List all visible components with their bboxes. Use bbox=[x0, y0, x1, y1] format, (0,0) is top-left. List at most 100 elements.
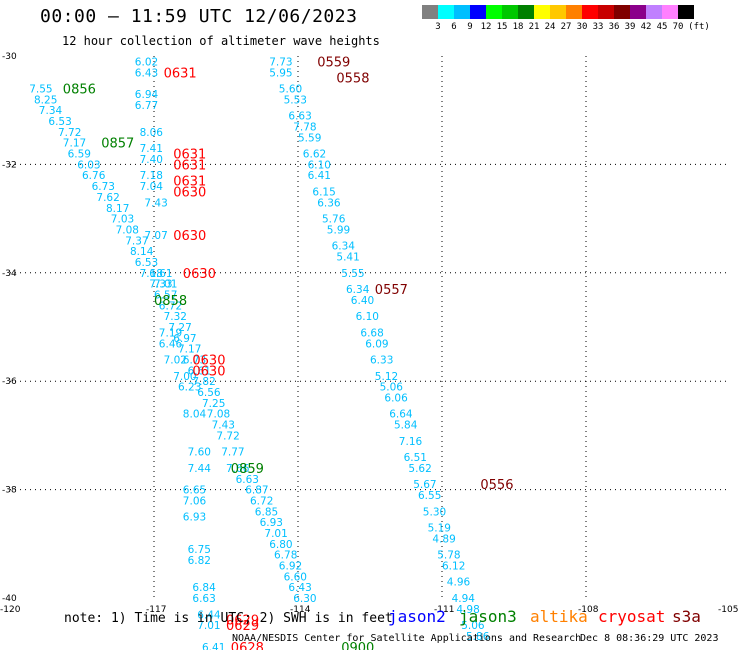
wave-height-value: 6.76 bbox=[82, 170, 106, 182]
y-tick-label: -30 bbox=[2, 52, 17, 62]
wave-height-value: 7.55 bbox=[29, 84, 52, 96]
wave-height-value: 6.93 bbox=[183, 512, 206, 524]
map-title: 00:00 – 11:59 UTC 12/06/2023 bbox=[40, 6, 358, 27]
scale-swatch bbox=[502, 5, 518, 19]
wave-height-value: 7.00 bbox=[173, 371, 196, 383]
wave-height-value: 6.03 bbox=[77, 159, 100, 171]
wave-height-value: 5.12 bbox=[375, 371, 398, 383]
x-tick-label: -114 bbox=[290, 605, 311, 615]
scale-swatch bbox=[646, 5, 662, 19]
wave-height-value: 6.43 bbox=[135, 67, 158, 79]
scale-swatch bbox=[566, 5, 582, 19]
scale-label: 39 bbox=[624, 22, 636, 32]
wave-height-value: 5.55 bbox=[341, 268, 364, 280]
pass-time-label: 0556 bbox=[480, 478, 513, 493]
wave-height-value: 5.84 bbox=[394, 420, 418, 432]
wave-height-value: 8.25 bbox=[34, 94, 57, 106]
satellite-jason2: jason2 bbox=[388, 607, 446, 626]
pass-time-label: 0628 bbox=[231, 641, 264, 650]
scale-label: 33 bbox=[592, 22, 604, 32]
wave-height-value: 7.33 bbox=[149, 279, 172, 291]
wave-height-value: 5.59 bbox=[298, 132, 321, 144]
wave-height-value: 6.10 bbox=[308, 159, 331, 171]
wave-height-value: 7.17 bbox=[63, 138, 86, 150]
wave-height-value: 6.46 bbox=[159, 338, 183, 350]
scale-label: 3 bbox=[435, 22, 441, 32]
pass-time-label: 0856 bbox=[63, 83, 96, 98]
wave-height-value: 7.08 bbox=[116, 224, 139, 236]
wave-height-value: 6.73 bbox=[92, 181, 115, 193]
wave-height-value: 6.06 bbox=[384, 392, 408, 404]
wave-height-value: 6.61 bbox=[188, 365, 211, 377]
wave-height-value: 6.64 bbox=[389, 409, 413, 421]
wave-height-value: 6.97 bbox=[173, 333, 196, 345]
wave-height-value: 7.06 bbox=[183, 495, 207, 507]
y-tick-label: -34 bbox=[2, 269, 17, 279]
wave-height-value: 7.32 bbox=[164, 311, 187, 323]
pass-time-label: 0631 bbox=[173, 175, 206, 190]
wave-height-value: 6.02 bbox=[135, 56, 158, 68]
wave-height-value: 6.78 bbox=[274, 550, 297, 562]
wave-height-value: 7.41 bbox=[140, 143, 163, 155]
scale-swatch bbox=[422, 5, 438, 19]
wave-height-value: 7.01 bbox=[264, 528, 287, 540]
pass-time-label: 0857 bbox=[101, 137, 134, 152]
wave-height-value: 6.36 bbox=[317, 197, 341, 209]
scale-label: 15 bbox=[496, 22, 508, 32]
wave-height-value: 6.73 bbox=[183, 355, 206, 367]
pass-time-label: 0557 bbox=[375, 283, 408, 298]
wave-height-value: 7.44 bbox=[188, 463, 212, 475]
wave-height-value: 8.17 bbox=[106, 203, 129, 215]
wave-height-value: 7.19 bbox=[159, 327, 182, 339]
wave-height-value: 5.30 bbox=[423, 506, 446, 518]
wave-height-value: 6.59 bbox=[68, 149, 91, 161]
wave-height-value: 6.15 bbox=[312, 187, 335, 199]
credit-line: NOAA/NESDIS Center for Satellite Applica… bbox=[232, 633, 582, 644]
scale-label: 30 bbox=[576, 22, 588, 32]
scale-swatch bbox=[550, 5, 566, 19]
wave-height-value: 5.06 bbox=[461, 620, 485, 632]
wave-height-value: 6.09 bbox=[365, 338, 388, 350]
wave-height-value: 7.43 bbox=[144, 197, 167, 209]
wave-height-value: 5.76 bbox=[322, 214, 346, 226]
scale-label: 12 bbox=[480, 22, 492, 32]
scale-unit: (ft) bbox=[688, 22, 710, 32]
wave-height-value: 8.14 bbox=[130, 246, 154, 258]
wave-height-value: 6.63 bbox=[288, 111, 311, 123]
pass-time-label: 0630 bbox=[192, 364, 225, 379]
wave-height-value: 7.17 bbox=[178, 344, 201, 356]
scale-swatch bbox=[630, 5, 646, 19]
wave-height-value: 7.66 bbox=[226, 463, 250, 475]
wave-height-value: 7.37 bbox=[125, 235, 148, 247]
wave-height-value: 6.60 bbox=[284, 571, 307, 583]
wave-height-value: 6.30 bbox=[293, 593, 316, 605]
y-tick-label: -38 bbox=[2, 486, 17, 496]
wave-height-value: 7.27 bbox=[168, 322, 191, 334]
wave-height-value: 6.10 bbox=[356, 311, 379, 323]
map-subtitle: 12 hour collection of altimeter wave hei… bbox=[62, 34, 380, 48]
x-tick-label: -105 bbox=[718, 605, 738, 615]
wave-height-value: 6.63 bbox=[236, 474, 259, 486]
wave-height-value: 7.43 bbox=[212, 420, 235, 432]
scale-label: 6 bbox=[451, 22, 457, 32]
y-tick-label: -32 bbox=[2, 160, 17, 170]
scale-swatch bbox=[614, 5, 630, 19]
pass-time-label: 0631 bbox=[164, 66, 197, 81]
wave-height-value: 5.62 bbox=[408, 463, 431, 475]
x-tick-label: -108 bbox=[578, 605, 599, 615]
scale-swatch bbox=[534, 5, 550, 19]
wave-height-value: 5.95 bbox=[269, 67, 292, 79]
scale-label: 36 bbox=[608, 22, 620, 32]
wave-height-value: 4.96 bbox=[447, 577, 471, 589]
wave-height-value: 6.85 bbox=[255, 506, 278, 518]
wave-height-value: 7.01 bbox=[154, 279, 177, 291]
pass-time-label: 0558 bbox=[336, 72, 369, 87]
scale-swatch bbox=[678, 5, 694, 19]
wave-height-value: 4.94 bbox=[452, 593, 476, 605]
wave-height-value: 7.02 bbox=[164, 355, 187, 367]
y-tick-label: -40 bbox=[2, 594, 17, 604]
wave-height-value: 6.40 bbox=[351, 295, 374, 307]
wave-height-value: 5.06 bbox=[380, 382, 404, 394]
wave-height-value: 6.61 bbox=[149, 268, 172, 280]
